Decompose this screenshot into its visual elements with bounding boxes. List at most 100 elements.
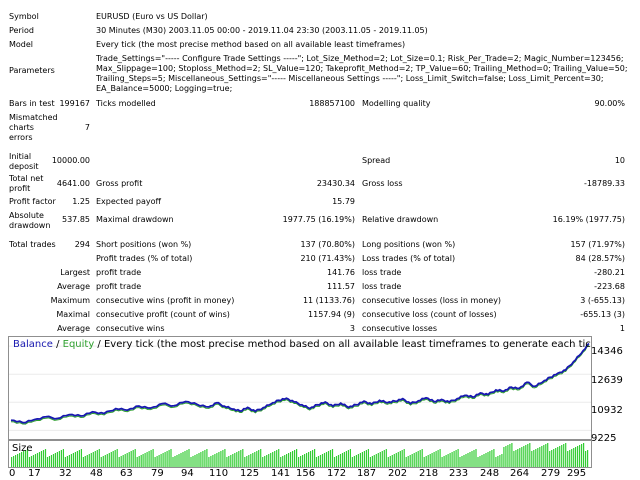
size-bar <box>329 450 332 467</box>
x-tick-label: 218 <box>419 468 439 479</box>
size-bar <box>74 452 76 467</box>
size-bar <box>511 443 513 467</box>
size-bar <box>327 451 330 467</box>
ltrades-label: Loss trades (% of total) <box>362 254 456 263</box>
size-bar <box>54 453 56 467</box>
size-bar <box>577 446 579 467</box>
size-chart-svg <box>11 443 589 467</box>
size-bar <box>294 450 296 467</box>
symbol-label: Symbol <box>9 12 39 21</box>
size-bar <box>228 456 230 467</box>
size-bar <box>56 452 58 467</box>
cons-profit-count-label: consecutive profit (count of wins) <box>96 310 230 319</box>
size-bar <box>543 445 545 467</box>
size-bar <box>308 452 310 467</box>
size-bar <box>383 450 385 467</box>
size-bar <box>549 451 551 467</box>
spread-label: Spread <box>362 156 391 165</box>
size-bar <box>162 453 164 467</box>
x-tick-label: 172 <box>327 468 347 479</box>
mismatch-value: 7 <box>84 123 90 132</box>
cons-wins-money-label: consecutive wins (profit in money) <box>96 296 235 305</box>
size-bar <box>138 456 140 467</box>
size-bar <box>266 455 268 467</box>
largest-loss-value: -280.21 <box>594 268 625 277</box>
size-bar <box>62 449 64 467</box>
ep-label: Expected payoff <box>96 197 161 206</box>
size-bar <box>46 457 49 467</box>
size-bar <box>102 456 104 467</box>
size-bar <box>152 449 154 467</box>
size-bar <box>571 449 573 467</box>
long-label: Long positions (won %) <box>362 240 456 249</box>
ptrades-value: 210 (71.43%) <box>300 254 355 263</box>
chart-legend: Balance / Equity / Every tick (the most … <box>13 339 591 350</box>
deposit-label-1: Initial <box>9 152 32 161</box>
size-bar <box>112 451 114 467</box>
x-tick-label: 32 <box>59 468 72 479</box>
size-bar <box>206 449 208 467</box>
size-bar <box>82 457 84 467</box>
x-tick-label: 141 <box>271 468 291 479</box>
size-bar <box>178 454 180 467</box>
size-bar <box>341 453 344 467</box>
deposit-label-2: deposit <box>9 162 39 171</box>
size-bar <box>433 452 435 467</box>
grossprofit-label: Gross profit <box>96 179 143 188</box>
size-bar <box>142 454 144 467</box>
size-bar <box>473 450 475 467</box>
size-bar <box>244 457 246 467</box>
size-bar <box>385 449 387 467</box>
size-bar <box>222 450 224 467</box>
size-bar <box>499 455 501 467</box>
size-bar <box>262 457 264 467</box>
mismatch-label-2: charts <box>9 123 34 132</box>
size-bar <box>246 456 248 467</box>
y-tick-label: 10932 <box>591 405 623 416</box>
x-tick-label: 295 <box>567 468 587 479</box>
size-bar <box>399 451 401 467</box>
x-tick-label: 63 <box>120 468 133 479</box>
average-label: Average <box>57 282 90 291</box>
size-bar <box>110 452 112 467</box>
grossprofit-value: 23430.34 <box>316 179 355 188</box>
size-bar <box>298 457 300 467</box>
y-tick-label: 14346 <box>591 346 623 357</box>
size-bar <box>140 455 142 467</box>
size-bar <box>60 450 62 467</box>
size-bar <box>42 450 45 467</box>
size-bar <box>120 456 122 467</box>
size-bar <box>397 452 399 467</box>
size-bar <box>369 457 371 467</box>
size-bar <box>379 452 381 467</box>
size-bar <box>427 455 429 467</box>
size-bar <box>365 450 367 467</box>
size-bar <box>573 448 575 467</box>
cons-loss-count-label: consecutive loss (count of losses) <box>362 310 497 319</box>
size-bar <box>88 454 90 467</box>
size-bar <box>170 449 172 467</box>
size-bar <box>122 455 124 467</box>
size-bar <box>393 454 395 467</box>
size-bar <box>405 457 407 467</box>
size-bar <box>296 449 298 467</box>
size-bar <box>371 456 373 467</box>
size-bar <box>441 457 443 467</box>
size-bar <box>401 450 403 467</box>
size-bar <box>377 453 379 467</box>
size-bar <box>447 454 449 467</box>
size-bar <box>184 451 186 467</box>
size-bar <box>156 456 158 467</box>
size-bar <box>389 456 391 467</box>
netprofit-label-2: profit <box>9 184 31 193</box>
size-bar <box>208 457 210 467</box>
size-bar <box>114 450 116 467</box>
size-bar <box>559 446 561 467</box>
x-tick-label: 110 <box>209 468 229 479</box>
size-bar <box>236 452 238 467</box>
size-bar <box>395 453 397 467</box>
absdd-label-2: drawdown <box>9 221 51 230</box>
size-bar <box>290 452 292 467</box>
x-tick-label: 17 <box>28 468 41 479</box>
size-bar <box>359 453 361 467</box>
